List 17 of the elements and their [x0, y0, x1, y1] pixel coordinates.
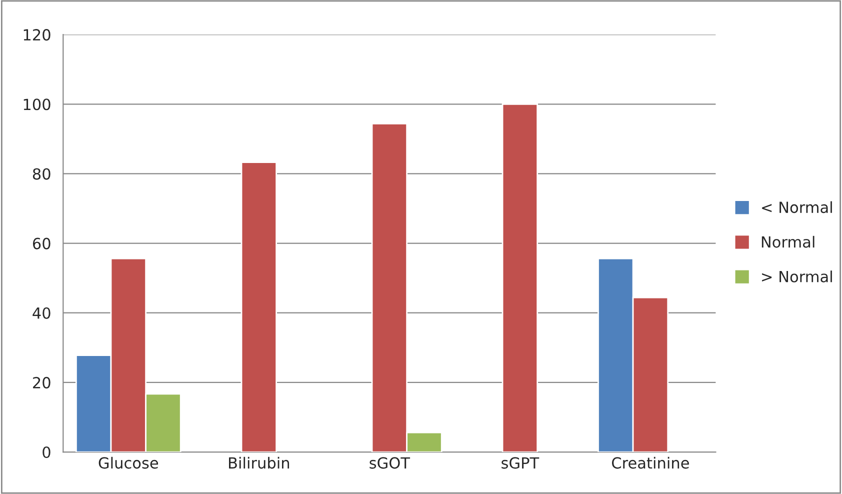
x-tick-label: sGPT	[502, 457, 540, 469]
x-tick-label: Creatinine	[612, 456, 689, 469]
y-tick-label: 0	[42, 446, 50, 458]
legend-label: Normal	[762, 236, 814, 248]
bar	[502, 103, 538, 452]
y-tick-label: 20	[33, 376, 50, 388]
y-tick-label: 120	[24, 29, 50, 41]
y-tick-label: 100	[24, 98, 50, 110]
x-tick-label: Bilirubin	[229, 456, 290, 469]
x-tick-label: Glucose	[98, 456, 158, 469]
bar	[240, 162, 278, 452]
y-tick-label: 80	[32, 168, 50, 180]
y-tick-label: 60	[32, 238, 50, 250]
y-tick-label: 40	[32, 307, 50, 319]
legend-label: > Normal	[762, 270, 832, 282]
legend-label: < Normal	[762, 201, 832, 214]
x-tick-label: sGOT	[370, 457, 410, 469]
